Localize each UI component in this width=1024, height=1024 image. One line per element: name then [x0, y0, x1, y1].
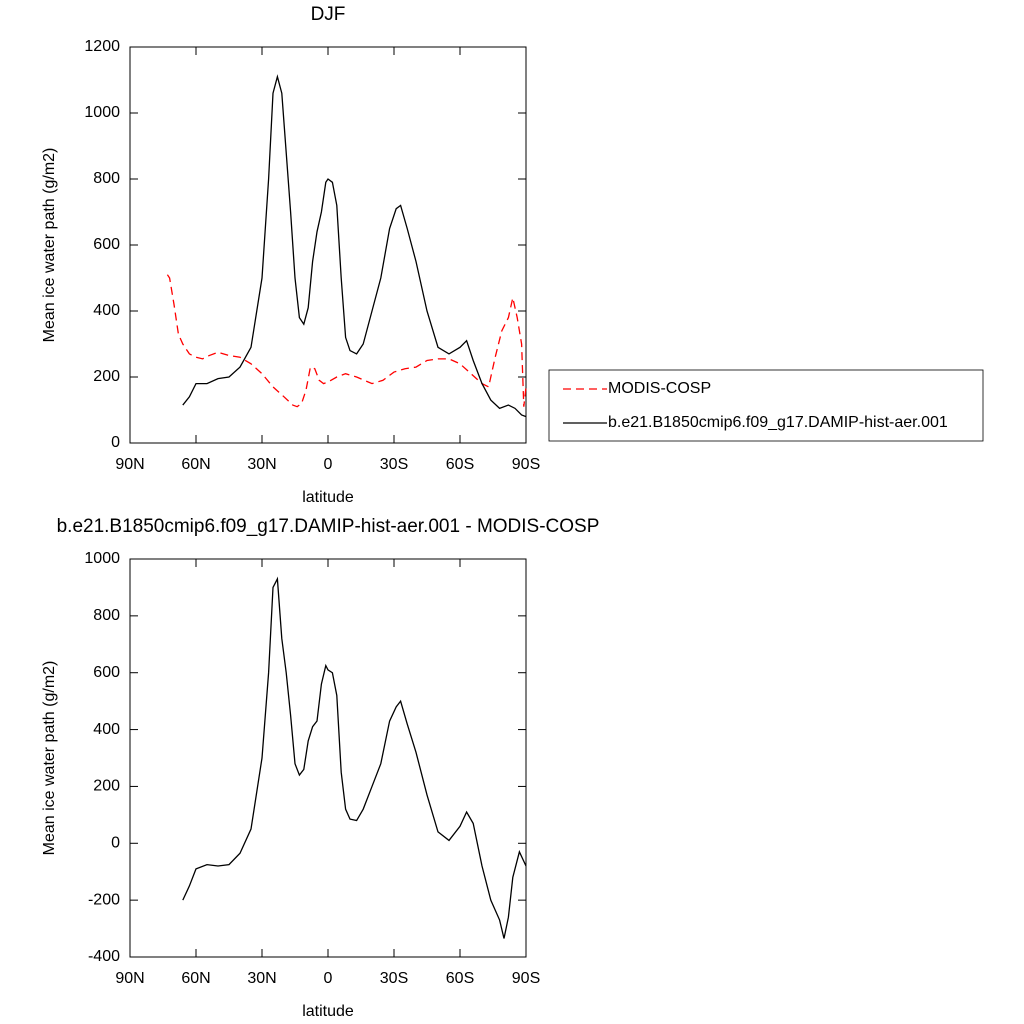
plot-frame — [129, 558, 527, 958]
y-tick-label: 1000 — [84, 550, 120, 567]
data-line — [182, 74, 527, 418]
x-axis-label: latitude — [302, 1003, 354, 1020]
x-tick-label: 0 — [324, 970, 333, 987]
y-axis-label: Mean ice water path (g/m2) — [41, 661, 58, 856]
x-tick-label: 60S — [446, 970, 474, 987]
y-tick-label: 800 — [93, 170, 120, 187]
y-tick-label: 800 — [93, 607, 120, 624]
y-tick-label: 0 — [111, 434, 120, 451]
y-tick-label: 600 — [93, 236, 120, 253]
y-tick-label: -200 — [88, 891, 120, 908]
x-axis-label: latitude — [302, 489, 354, 506]
x-tick-label: 30N — [247, 456, 276, 473]
x-tick-label: 90N — [115, 970, 144, 987]
y-tick-label: 0 — [111, 835, 120, 852]
y-tick-label: 200 — [93, 368, 120, 385]
data-line — [182, 576, 527, 939]
legend-label: MODIS-COSP — [608, 380, 711, 397]
y-tick-label: -400 — [88, 948, 120, 965]
chart-title: b.e21.B1850cmip6.f09_g17.DAMIP-hist-aer.… — [57, 516, 600, 537]
data-line — [166, 274, 527, 408]
y-tick-label: 400 — [93, 721, 120, 738]
x-tick-label: 30N — [247, 970, 276, 987]
x-tick-label: 60N — [181, 456, 210, 473]
y-tick-label: 1000 — [84, 104, 120, 121]
y-tick-label: 600 — [93, 664, 120, 681]
y-tick-label: 400 — [93, 302, 120, 319]
legend-box — [548, 369, 984, 442]
y-tick-label: 1200 — [84, 38, 120, 55]
y-axis-label: Mean ice water path (g/m2) — [41, 148, 58, 343]
x-tick-label: 60S — [446, 456, 474, 473]
y-tick-label: 200 — [93, 778, 120, 795]
x-tick-label: 90S — [512, 456, 540, 473]
plot-frame — [129, 46, 527, 444]
x-tick-label: 60N — [181, 970, 210, 987]
x-tick-label: 90N — [115, 456, 144, 473]
legend-label: b.e21.B1850cmip6.f09_g17.DAMIP-hist-aer.… — [608, 414, 948, 431]
x-tick-label: 90S — [512, 970, 540, 987]
x-tick-label: 0 — [324, 456, 333, 473]
chart-title: DJF — [311, 4, 346, 25]
x-tick-label: 30S — [380, 970, 408, 987]
x-tick-label: 30S — [380, 456, 408, 473]
